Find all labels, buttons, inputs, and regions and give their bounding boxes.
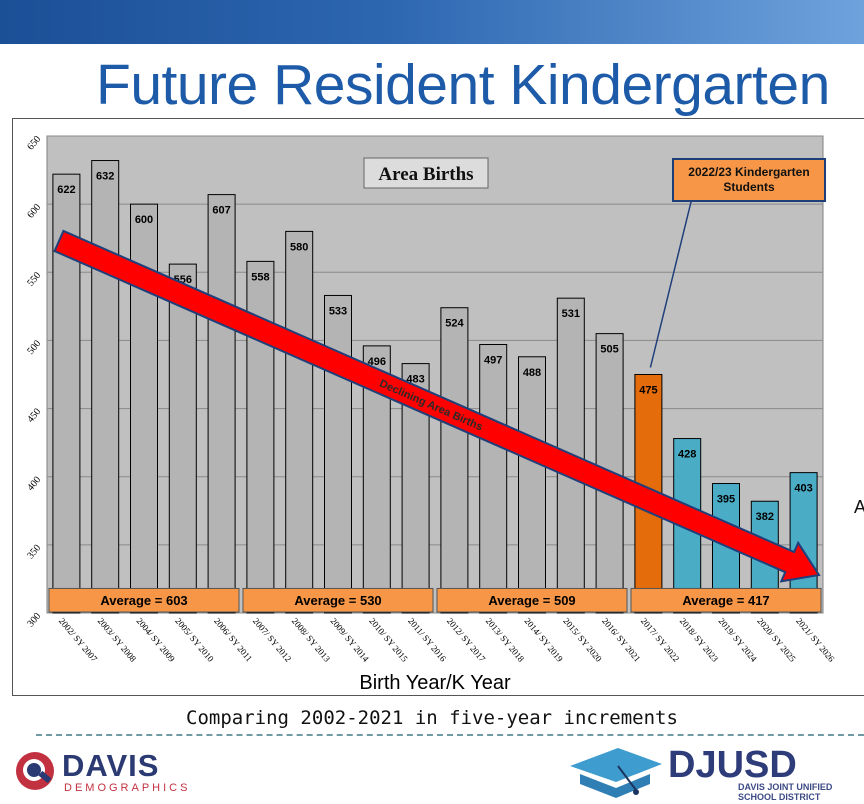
djusd-logo-sub-line1: DAVIS JOINT UNIFIED [738, 782, 833, 792]
bar-value-label: 632 [96, 171, 114, 183]
x-tick-label: 2014/ SY 2019 [522, 616, 565, 664]
x-tick-label: 2006/ SY 2011 [212, 616, 254, 664]
average-box [242, 587, 434, 613]
y-tick-label: 350 [25, 543, 43, 562]
bar-value-label: 497 [484, 355, 502, 367]
x-axis-label: Birth Year/K Year [359, 672, 511, 694]
bar-value-label: 524 [445, 318, 464, 330]
djusd-logo-name: DJUSD [668, 744, 797, 786]
davis-logo-sub: DEMOGRAPHICS [64, 782, 191, 794]
x-tick-label: 2010/ SY 2015 [367, 616, 410, 664]
bar-value-label: 558 [251, 271, 269, 283]
y-tick-label: 600 [25, 202, 43, 221]
average-box [630, 587, 822, 613]
bar-value-label: 382 [756, 511, 774, 523]
cut-off-side-text: A [854, 497, 864, 517]
x-tick-label: 2002/ SY 2007 [57, 616, 100, 664]
x-tick-label: 2008/ SY 2013 [290, 616, 333, 664]
x-tick-label: 2021/ SY 2026 [794, 616, 837, 664]
chart-title: Area Births [378, 164, 473, 185]
callout-pointer [649, 200, 692, 368]
graduation-cap-icon [570, 748, 662, 798]
top-banner [0, 0, 864, 44]
bar-value-label: 531 [562, 308, 580, 320]
average-label: Average = 603 [100, 593, 187, 608]
bar-value-label: 607 [212, 205, 230, 217]
bar [440, 307, 469, 614]
x-tick-label: 2012/ SY 2017 [445, 616, 488, 664]
y-tick-label: 300 [25, 611, 43, 630]
bar-value-label: 505 [600, 344, 618, 356]
bar-value-label: 395 [717, 494, 735, 506]
x-tick-label: 2005/ SY 2010 [173, 616, 216, 664]
djusd-logo: DJUSD DAVIS JOINT UNIFIED SCHOOL DISTRIC… [566, 740, 832, 802]
births-bar-chart: 3003504004505005506006506226326005566075… [25, 134, 837, 694]
bar [518, 356, 546, 614]
davis-demographics-logo: DAVIS DEMOGRAPHICS [14, 746, 194, 796]
average-box [436, 587, 628, 613]
x-tick-label: 2011/ SY 2016 [406, 616, 449, 664]
bar-value-label: 428 [678, 449, 696, 461]
bar-value-label: 475 [639, 385, 657, 397]
x-tick-label: 2009/ SY 2014 [328, 616, 371, 664]
average-label: Average = 417 [682, 593, 769, 608]
bar-value-label: 580 [290, 241, 308, 253]
bar [324, 294, 352, 614]
bar-value-label: 533 [329, 305, 347, 317]
bar-value-label: 600 [135, 214, 153, 226]
x-tick-label: 2018/ SY 2023 [678, 616, 721, 664]
x-tick-label: 2003/ SY 2008 [96, 616, 139, 664]
bar-value-label: 403 [794, 483, 812, 495]
y-tick-label: 450 [25, 406, 43, 425]
bar [168, 263, 197, 614]
x-tick-label: 2020/ SY 2025 [755, 616, 798, 664]
djusd-logo-sub-line2: SCHOOL DISTRICT [738, 792, 821, 802]
plot-area [46, 135, 824, 614]
average-box [48, 587, 240, 613]
y-tick-label: 400 [25, 475, 43, 494]
slide-title: Future Resident Kindergarten [96, 53, 830, 117]
davis-logo-name: DAVIS [62, 748, 160, 783]
y-tick-label: 650 [25, 134, 43, 153]
average-label: Average = 530 [294, 593, 381, 608]
bar [479, 344, 508, 614]
bar-value-label: 488 [523, 367, 541, 379]
chart-frame: 300 350 400 450 500 550 600 650 622 632 600 556 607 5… [12, 118, 864, 696]
x-tick-label: 2007/ SY 2012 [251, 616, 293, 664]
dashed-divider [36, 734, 864, 736]
trend-arrow-shape [53, 229, 821, 583]
bar-value-label: 622 [57, 184, 75, 196]
callout-line2: Students [723, 180, 775, 194]
davis-q-logo-icon [16, 752, 54, 790]
bar [285, 230, 314, 614]
x-tick-label: 2013/ SY 2018 [484, 616, 527, 664]
x-tick-label: 2004/ SY 2009 [134, 616, 177, 664]
y-tick-label: 550 [25, 270, 43, 289]
bar [207, 194, 236, 614]
bar-value-label: 496 [368, 356, 386, 368]
x-tick-label: 2017/ SY 2022 [639, 616, 681, 664]
callout-box [672, 158, 826, 202]
bar [91, 160, 120, 614]
x-tick-label: 2016/ SY 2021 [600, 616, 642, 664]
slide-caption: Comparing 2002-2021 in five-year increme… [186, 707, 678, 729]
x-tick-label: 2019/ SY 2024 [716, 616, 759, 664]
x-tick-label: 2015/ SY 2020 [561, 616, 604, 664]
average-label: Average = 509 [488, 593, 575, 608]
y-tick-label: 500 [25, 338, 43, 357]
callout-line1: 2022/23 Kindergarten [688, 165, 809, 179]
chart-title-box [363, 157, 489, 189]
